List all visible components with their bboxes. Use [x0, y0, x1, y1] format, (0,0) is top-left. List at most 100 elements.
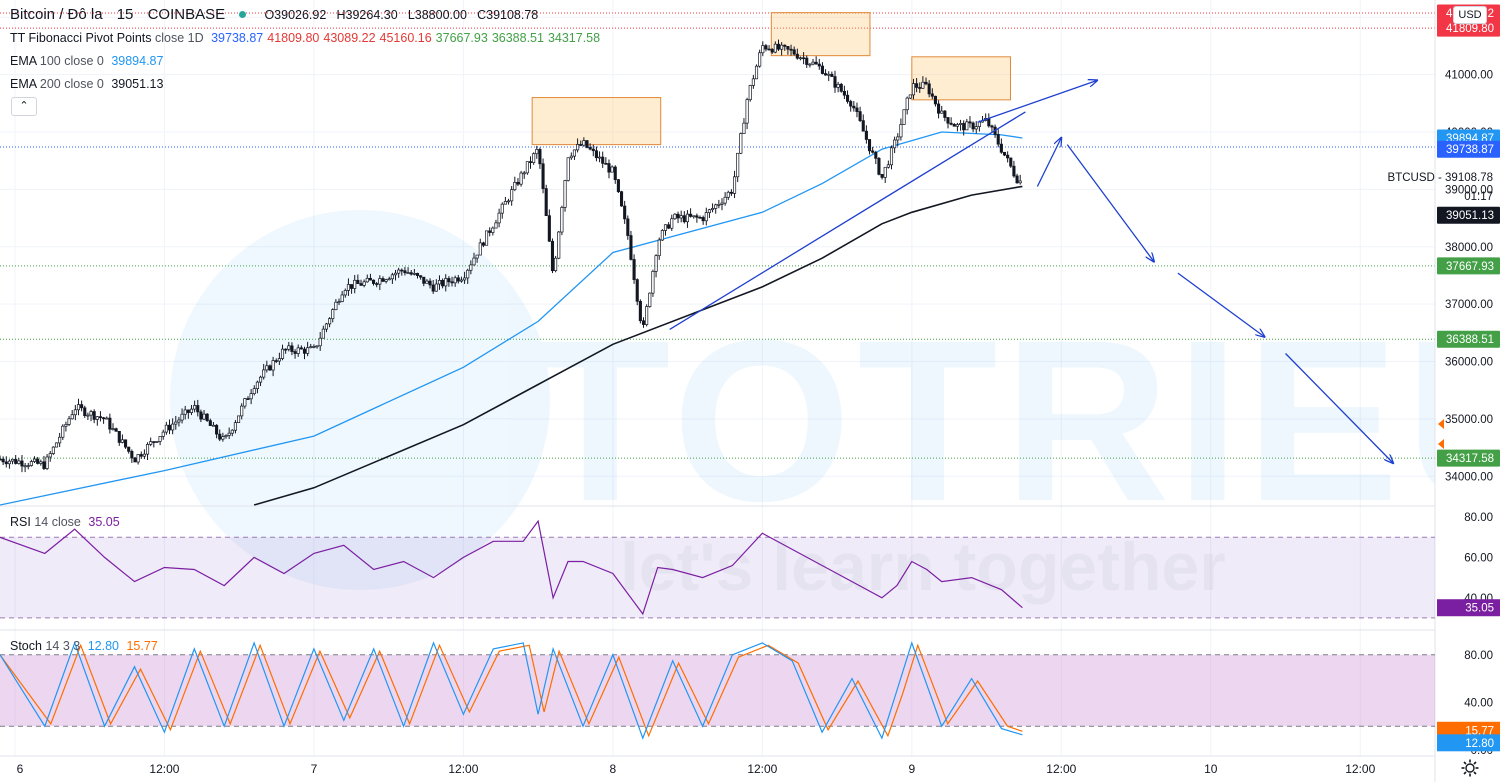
candle-body: [95, 416, 99, 420]
candle-body: [230, 429, 234, 434]
candle-body: [29, 461, 33, 466]
candle-body: [387, 278, 391, 281]
stoch-d-badge: 15.77: [1465, 725, 1494, 737]
candle-body: [902, 109, 906, 125]
stoch-tick-label: 80.00: [1464, 650, 1493, 662]
candle-body: [255, 381, 259, 389]
candle-body: [378, 278, 382, 285]
projection-arrow[interactable]: [977, 80, 1098, 123]
candle-body: [513, 181, 517, 191]
gear-icon[interactable]: [1460, 758, 1480, 778]
candle-body: [174, 421, 178, 425]
projection-arrow[interactable]: [1177, 272, 1265, 337]
rsi-legend[interactable]: RSI 14 close 35.05: [10, 515, 120, 529]
candle-body: [447, 278, 451, 283]
pivot-value: 36388.51: [491, 31, 544, 45]
axis-price-badge: 36388.51: [1446, 334, 1494, 346]
ema200-legend[interactable]: EMA 200 close 0 39051.13: [10, 77, 163, 91]
candle-body: [434, 283, 438, 292]
candle-body: [522, 172, 526, 175]
candle-body: [86, 414, 90, 417]
candle-body: [419, 275, 423, 278]
candle-body: [676, 213, 680, 219]
resistance-box[interactable]: [531, 97, 662, 146]
candle-body: [205, 413, 209, 421]
price-tick-label: 35000.00: [1445, 414, 1493, 426]
rsi-value-badge-bg: [1437, 599, 1500, 617]
candle-body: [459, 279, 463, 282]
candle-body: [792, 49, 796, 55]
candle-body: [105, 417, 109, 420]
candle-body: [927, 83, 931, 95]
candle-body: [861, 120, 865, 132]
candle-body: [334, 301, 338, 311]
symbol-legend[interactable]: Bitcoin / Đô la 15 COINBASE O39026.92 H3…: [10, 6, 538, 23]
ohlc-low: L38800.00: [407, 8, 467, 22]
time-tick-label: 12:00: [1046, 762, 1076, 776]
candle-body: [11, 458, 15, 462]
candle-body: [532, 153, 536, 163]
candle-body: [645, 306, 649, 325]
candle-body: [604, 163, 608, 165]
candle-body: [196, 405, 200, 413]
watermark-brand: TOTRIEU: [530, 292, 1500, 549]
candle-body: [415, 272, 420, 276]
pivot-params: close 1D: [154, 31, 204, 45]
axis-price-badge: 37667.93: [1446, 261, 1494, 273]
exchange-label: COINBASE: [147, 6, 226, 23]
ema200-value: 39051.13: [111, 77, 164, 91]
candle-body: [472, 257, 476, 266]
axis-price-badge: 34317.58: [1446, 453, 1494, 465]
candle-body: [1, 458, 5, 463]
candle-body: [701, 217, 705, 222]
time-axis[interactable]: 6 12:00 7 12:00 8 12:00 9 12:00 10 12:00: [17, 762, 1376, 776]
candle-body: [554, 257, 558, 272]
candle-body: [296, 347, 300, 354]
candle-body: [318, 337, 322, 347]
candle-body: [337, 301, 341, 303]
candle-body: [987, 117, 991, 127]
resistance-box[interactable]: [911, 56, 1011, 101]
candle-body: [412, 272, 416, 275]
candle-body: [550, 240, 555, 272]
candle-body: [450, 281, 454, 284]
candle-body: [252, 388, 256, 394]
trendline[interactable]: [669, 111, 1026, 330]
resistance-box[interactable]: [770, 12, 871, 57]
candle-body: [971, 122, 975, 130]
stoch-legend[interactable]: Stoch 14 3 3 12.80 15.77: [10, 639, 158, 653]
candle-body: [638, 300, 642, 322]
candle-body: [946, 117, 950, 124]
rsi-band: [0, 537, 1435, 618]
candle-body: [918, 87, 922, 89]
candle-body: [594, 150, 598, 159]
collapse-legend-button[interactable]: ⌃: [11, 97, 37, 116]
candle-body: [503, 201, 507, 205]
currency-button[interactable]: USD: [1453, 6, 1487, 24]
pivot-legend[interactable]: TT Fibonacci Pivot Points close 1D 39738…: [10, 31, 600, 45]
projection-arrow[interactable]: [1036, 138, 1061, 187]
candle-body: [312, 346, 316, 348]
candle-body: [80, 404, 84, 409]
candle-body: [924, 81, 928, 85]
candle-body: [362, 281, 366, 286]
candle-body: [905, 97, 909, 111]
projection-arrow[interactable]: [1066, 144, 1154, 262]
candle-body: [271, 360, 275, 371]
candle-body: [776, 43, 781, 50]
candle-body: [789, 48, 793, 51]
candle-body: [773, 43, 777, 53]
candle-body: [607, 163, 611, 173]
axis-price-badge: 39051.13: [1446, 210, 1494, 222]
candle-body: [406, 272, 410, 275]
price-axis[interactable]: 42000.0041000.0040000.0039000.0038000.00…: [1388, 4, 1500, 484]
ema100-legend[interactable]: EMA 100 close 0 39894.87: [10, 54, 163, 68]
candle-body: [660, 230, 664, 241]
candle-body: [428, 280, 432, 286]
market-status-dot: [239, 11, 247, 19]
projection-arrow[interactable]: [1285, 353, 1394, 464]
candle-body: [610, 166, 614, 173]
candle-body: [130, 451, 134, 459]
